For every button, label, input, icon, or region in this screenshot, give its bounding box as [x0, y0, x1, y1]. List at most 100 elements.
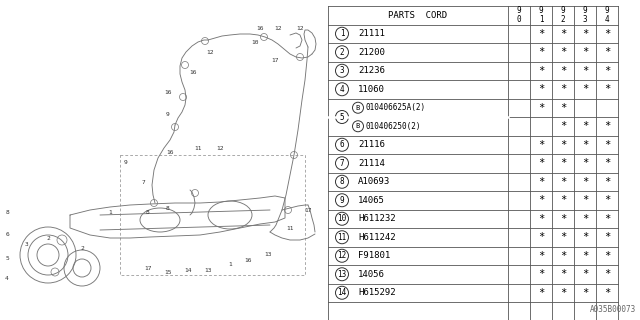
Text: H611232: H611232: [358, 214, 396, 223]
Text: 12: 12: [275, 26, 282, 30]
Text: *: *: [560, 84, 566, 94]
Text: *: *: [582, 140, 588, 150]
Text: 9
0: 9 0: [516, 6, 522, 24]
Text: 12: 12: [206, 50, 214, 54]
Text: *: *: [560, 47, 566, 57]
Text: *: *: [604, 269, 610, 279]
Text: 12: 12: [296, 26, 304, 30]
Text: 13: 13: [204, 268, 212, 274]
Text: PARTS  CORD: PARTS CORD: [388, 11, 447, 20]
Text: *: *: [538, 288, 544, 298]
Text: 12: 12: [216, 146, 224, 150]
Text: 14065: 14065: [358, 196, 385, 205]
Text: *: *: [604, 140, 610, 150]
Text: 8: 8: [166, 205, 170, 211]
Text: 5: 5: [5, 255, 9, 260]
Text: *: *: [538, 66, 544, 76]
Text: 8: 8: [340, 177, 344, 186]
Text: *: *: [538, 177, 544, 187]
Text: *: *: [538, 29, 544, 39]
Text: 16: 16: [256, 26, 264, 30]
Text: *: *: [560, 232, 566, 242]
Text: *: *: [538, 214, 544, 224]
Text: 1: 1: [108, 210, 112, 214]
Text: *: *: [582, 195, 588, 205]
Text: 010406625A(2): 010406625A(2): [365, 103, 425, 112]
Text: *: *: [582, 232, 588, 242]
Text: 010406250(2): 010406250(2): [365, 122, 420, 131]
Text: *: *: [582, 251, 588, 261]
Text: H615292: H615292: [358, 288, 396, 297]
Text: 11060: 11060: [358, 85, 385, 94]
Text: 9
2: 9 2: [561, 6, 565, 24]
Text: 16: 16: [166, 149, 173, 155]
Text: 6: 6: [5, 233, 9, 237]
Text: 13: 13: [264, 252, 272, 258]
Text: 2: 2: [46, 236, 50, 241]
Text: 17: 17: [271, 58, 279, 62]
Text: A10693: A10693: [358, 177, 390, 186]
Text: 6: 6: [340, 140, 344, 149]
Text: 14: 14: [184, 268, 192, 274]
Text: *: *: [604, 158, 610, 168]
Text: 8: 8: [146, 210, 150, 214]
Text: *: *: [538, 158, 544, 168]
Text: 1: 1: [340, 29, 344, 38]
Text: *: *: [560, 177, 566, 187]
Text: 4: 4: [340, 85, 344, 94]
Text: *: *: [538, 251, 544, 261]
Text: 3: 3: [25, 243, 29, 247]
Text: 7: 7: [141, 180, 145, 185]
Text: *: *: [560, 103, 566, 113]
Text: 21200: 21200: [358, 48, 385, 57]
Text: 10: 10: [252, 39, 259, 44]
Text: *: *: [582, 84, 588, 94]
Text: *: *: [604, 288, 610, 298]
Text: 9: 9: [123, 159, 127, 164]
Text: *: *: [604, 177, 610, 187]
Text: *: *: [560, 251, 566, 261]
Text: *: *: [560, 288, 566, 298]
Text: *: *: [538, 232, 544, 242]
Text: 15: 15: [164, 270, 172, 276]
Text: F91801: F91801: [358, 251, 390, 260]
Text: 8: 8: [5, 210, 9, 214]
Text: 4: 4: [5, 276, 9, 281]
Text: *: *: [582, 288, 588, 298]
Text: *: *: [604, 251, 610, 261]
Text: 13: 13: [337, 270, 347, 279]
Text: 9
1: 9 1: [539, 6, 543, 24]
Text: 11: 11: [337, 233, 347, 242]
Text: 3: 3: [340, 66, 344, 75]
Text: 12: 12: [337, 251, 347, 260]
Text: 11: 11: [286, 226, 294, 230]
Text: *: *: [538, 269, 544, 279]
Text: *: *: [604, 29, 610, 39]
Text: *: *: [582, 66, 588, 76]
Text: 2: 2: [340, 48, 344, 57]
Text: *: *: [582, 158, 588, 168]
Text: 9: 9: [340, 196, 344, 205]
Text: *: *: [538, 84, 544, 94]
Text: 9
3: 9 3: [582, 6, 588, 24]
Text: 21236: 21236: [358, 66, 385, 75]
Text: *: *: [582, 121, 588, 131]
Text: *: *: [604, 214, 610, 224]
Text: 21111: 21111: [358, 29, 385, 38]
Text: A035B00073: A035B00073: [589, 305, 636, 314]
Text: 10: 10: [337, 214, 347, 223]
Text: 14: 14: [337, 288, 347, 297]
Text: *: *: [582, 47, 588, 57]
Text: 9: 9: [166, 113, 170, 117]
Text: *: *: [560, 140, 566, 150]
Text: *: *: [582, 269, 588, 279]
Text: *: *: [538, 103, 544, 113]
Text: 1: 1: [228, 262, 232, 268]
Text: *: *: [604, 84, 610, 94]
Text: 5: 5: [340, 113, 344, 122]
Text: *: *: [604, 195, 610, 205]
Text: *: *: [560, 214, 566, 224]
Text: 17: 17: [144, 266, 152, 270]
Text: 16: 16: [189, 69, 196, 75]
Text: *: *: [538, 140, 544, 150]
